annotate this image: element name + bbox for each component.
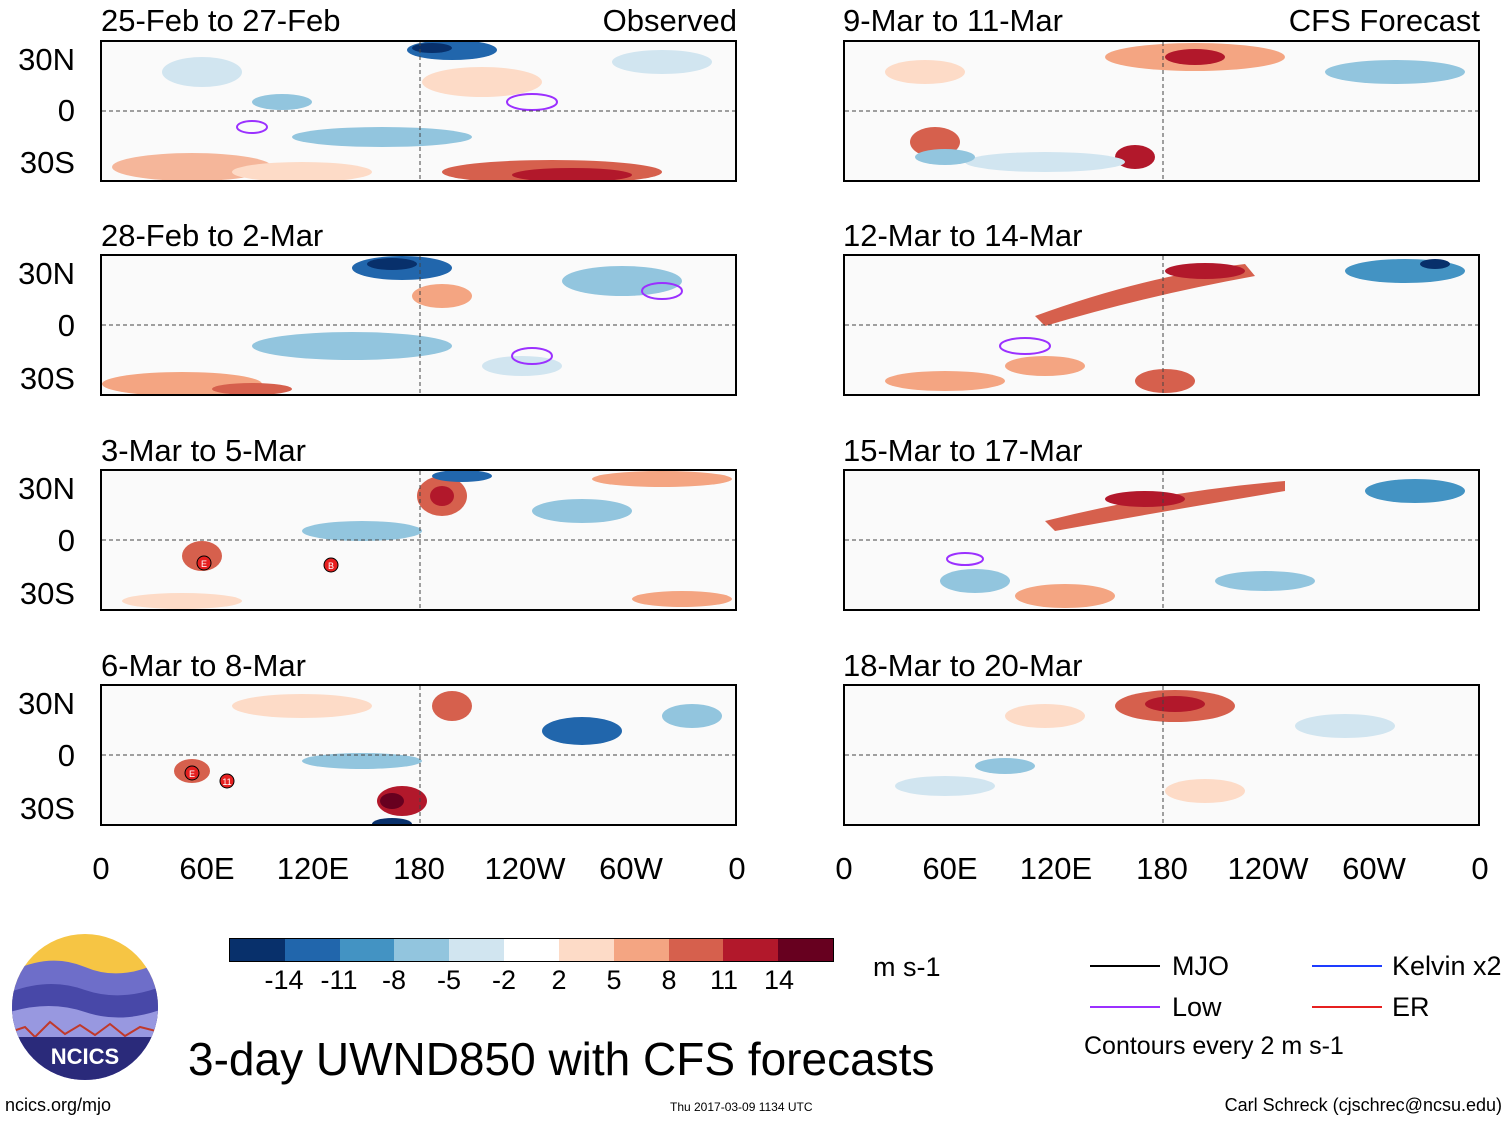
panel-title: 12-Mar to 14-Mar	[843, 218, 1083, 253]
panel-tag-forecast: CFS Forecast	[1288, 3, 1480, 38]
colorbar-segment	[230, 939, 285, 961]
lon-label: 180	[1136, 851, 1188, 886]
lon-label: 0	[835, 851, 853, 886]
legend-line-mjo	[1090, 965, 1160, 967]
map-panel	[843, 254, 1480, 396]
colorbar-label: -2	[491, 965, 516, 995]
wind-field-map	[102, 256, 735, 394]
panel-title: 6-Mar to 8-Mar	[101, 648, 306, 683]
legend-label-low: Low	[1172, 992, 1222, 1022]
colorbar-label: 5	[606, 965, 622, 995]
colorbar-segment	[339, 939, 395, 961]
panel-title: 28-Feb to 2-Mar	[101, 218, 324, 253]
source-url: ncics.org/mjo	[5, 1095, 112, 1115]
lat-label-eq: 0	[57, 523, 75, 558]
lat-label-30n: 30N	[18, 471, 75, 506]
colorbar-segment	[558, 939, 614, 961]
panel-title: 3-Mar to 5-Mar	[101, 433, 306, 468]
logo-text: NCICS	[51, 1044, 119, 1069]
colorbar-label: 11	[709, 965, 739, 995]
lon-label: 0	[728, 851, 746, 886]
lon-label: 120E	[1019, 851, 1093, 886]
legend-label-mjo: MJO	[1172, 951, 1229, 981]
colorbar-segment	[504, 939, 559, 961]
colorbar-segment	[778, 939, 833, 961]
map-panel	[100, 254, 737, 396]
panel-title: 25-Feb to 27-Feb	[101, 3, 341, 38]
wind-field-map	[845, 256, 1478, 394]
colorbar-label: 2	[551, 965, 567, 995]
lat-label-eq: 0	[57, 93, 75, 128]
storm-marker-label: E	[201, 559, 207, 569]
colorbar-segment	[668, 939, 724, 961]
storm-marker: 11	[219, 773, 235, 789]
wind-field-map	[845, 42, 1478, 180]
storm-marker-label: 11	[222, 777, 231, 787]
wind-field-map	[102, 42, 735, 180]
colorbar-label: -5	[436, 965, 461, 995]
panel-tag-observed: Observed	[602, 3, 737, 38]
storm-marker: B	[323, 557, 339, 573]
lat-label-30n: 30N	[18, 256, 75, 291]
map-panel	[100, 40, 737, 182]
map-panel	[843, 40, 1480, 182]
colorbar-segment	[394, 939, 450, 961]
legend-label-er: ER	[1392, 992, 1430, 1022]
lat-label-30s: 30S	[19, 576, 75, 611]
lat-label-30n: 30N	[18, 686, 75, 721]
wind-field-map: E B	[102, 471, 735, 609]
lon-label: 0	[92, 851, 110, 886]
panel-title: 9-Mar to 11-Mar	[843, 3, 1063, 38]
map-panel: E 11	[100, 684, 737, 826]
colorbar-label: 14	[763, 965, 795, 995]
wind-field-map	[845, 686, 1478, 824]
lat-label-30n: 30N	[18, 42, 75, 77]
colorbar-segment	[284, 939, 340, 961]
colorbar-label: -11	[320, 965, 358, 995]
legend-line-kelvin	[1312, 965, 1382, 967]
author-credit: Carl Schreck (cjschrec@ncsu.edu)	[1224, 1095, 1502, 1115]
lat-label-eq: 0	[57, 738, 75, 773]
storm-marker-label: B	[328, 561, 334, 571]
colorbar-segment	[449, 939, 505, 961]
storm-marker: E	[184, 765, 200, 781]
lon-label: 60E	[179, 851, 235, 886]
lon-label: 180	[393, 851, 445, 886]
panel-title: 15-Mar to 17-Mar	[843, 433, 1083, 468]
timestamp: Thu 2017-03-09 1134 UTC	[670, 1100, 813, 1114]
colorbar-segment	[613, 939, 669, 961]
lon-label: 120E	[276, 851, 350, 886]
lon-label: 0	[1471, 851, 1489, 886]
lon-label: 120W	[1227, 851, 1309, 886]
figure-title: 3-day UWND850 with CFS forecasts	[188, 1033, 935, 1085]
colorbar	[229, 938, 834, 962]
legend-label-kelvin: Kelvin x2	[1392, 951, 1502, 981]
contour-note: Contours every 2 m s-1	[1084, 1032, 1344, 1060]
lat-label-30s: 30S	[19, 791, 75, 826]
wind-field-map: E 11	[102, 686, 735, 824]
map-panel	[843, 684, 1480, 826]
colorbar-label: -14	[264, 965, 304, 995]
lon-label: 60E	[922, 851, 978, 886]
lat-label-eq: 0	[57, 308, 75, 343]
ncics-logo: NCICS	[10, 932, 160, 1082]
storm-marker: E	[196, 555, 212, 571]
colorbar-label: 8	[661, 965, 677, 995]
legend-line-er	[1312, 1006, 1382, 1008]
wind-field-map	[845, 471, 1478, 609]
lon-label: 60W	[1342, 851, 1406, 886]
colorbar-label: -8	[381, 965, 406, 995]
storm-marker-label: E	[189, 769, 195, 779]
map-panel: E B	[100, 469, 737, 611]
colorbar-units: m s-1	[873, 952, 941, 982]
lon-label: 60W	[599, 851, 663, 886]
lon-label: 120W	[484, 851, 566, 886]
colorbar-segment	[723, 939, 779, 961]
legend-line-low	[1090, 1006, 1160, 1008]
panel-title: 18-Mar to 20-Mar	[843, 648, 1083, 683]
lat-label-30s: 30S	[19, 361, 75, 396]
map-panel	[843, 469, 1480, 611]
lat-label-30s: 30S	[19, 145, 75, 180]
